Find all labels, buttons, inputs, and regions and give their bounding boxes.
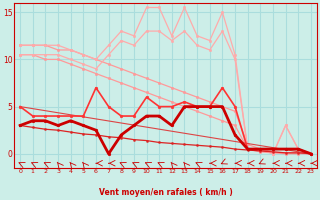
X-axis label: Vent moyen/en rafales ( km/h ): Vent moyen/en rafales ( km/h )	[99, 188, 232, 197]
